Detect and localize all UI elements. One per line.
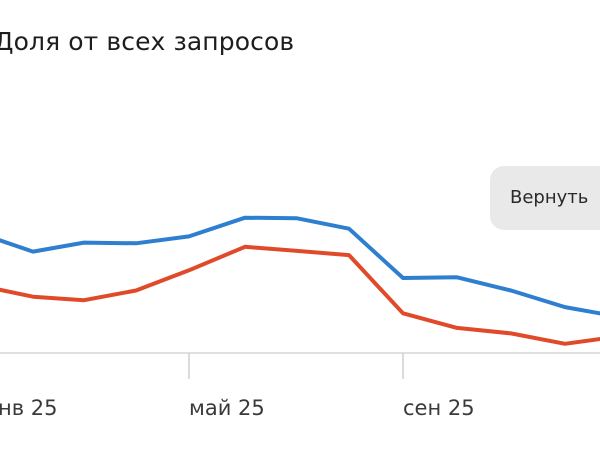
reset-zoom-button[interactable]: Вернуть	[490, 166, 600, 230]
x-tick-label: май 25	[189, 396, 265, 420]
series-line-1	[0, 215, 600, 316]
x-tick-label: сен 25	[403, 396, 475, 420]
series-layer	[0, 215, 600, 346]
series-line-2	[0, 244, 600, 346]
chart-title: Доля от всех запросов	[0, 27, 295, 56]
x-axis: нв 25 май 25 сен 25	[0, 352, 600, 420]
x-tick-label: нв 25	[0, 396, 58, 420]
